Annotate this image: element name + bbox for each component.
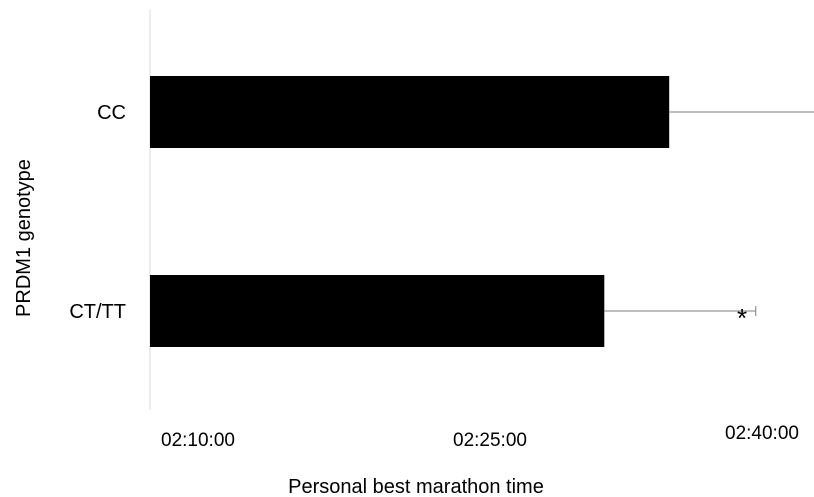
category-label-1: CT/TT [69,301,126,323]
y-axis-title: PRDM1 genotype [13,159,35,317]
bars-group [150,76,670,347]
x-tick-label-1: 02:25:00 [453,430,527,451]
error-bars-group [604,111,814,316]
x-tick-labels-group: 02:10:00 02:25:00 02:40:00 [161,423,799,451]
annotations-group: * [737,303,747,333]
bar-1 [150,275,605,347]
category-label-0: CC [97,102,126,124]
significance-annotation-0: * [737,303,747,333]
bar-0 [150,76,670,148]
x-tick-label-2: 02:40:00 [725,423,799,444]
x-tick-label-0: 02:10:00 [161,430,235,451]
category-labels-group: CC CT/TT [69,102,126,323]
x-axis-title: Personal best marathon time [288,476,544,497]
